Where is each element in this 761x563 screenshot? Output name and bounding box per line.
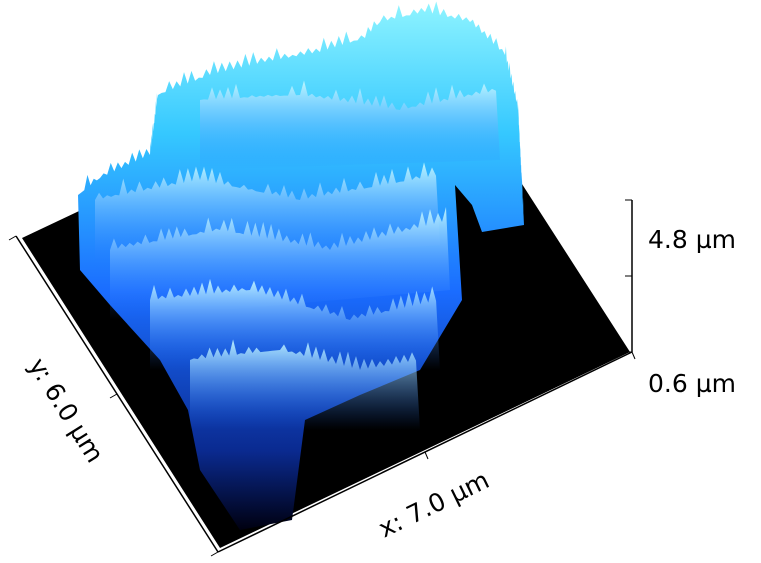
tick — [110, 394, 117, 398]
y-axis-label: y: 6.0 µm — [23, 353, 110, 468]
surface — [78, 2, 524, 530]
tick — [211, 552, 218, 556]
x-axis-label: x: 7.0 µm — [374, 465, 494, 543]
tick — [9, 236, 16, 240]
z-top-label: 4.8 µm — [648, 225, 736, 254]
z-bottom-label: 0.6 µm — [648, 369, 736, 398]
tick — [632, 352, 635, 359]
surface-plot: 4.8 µm 0.6 µm y: 6.0 µm x: 7.0 µm — [0, 0, 761, 563]
tick — [425, 452, 428, 459]
